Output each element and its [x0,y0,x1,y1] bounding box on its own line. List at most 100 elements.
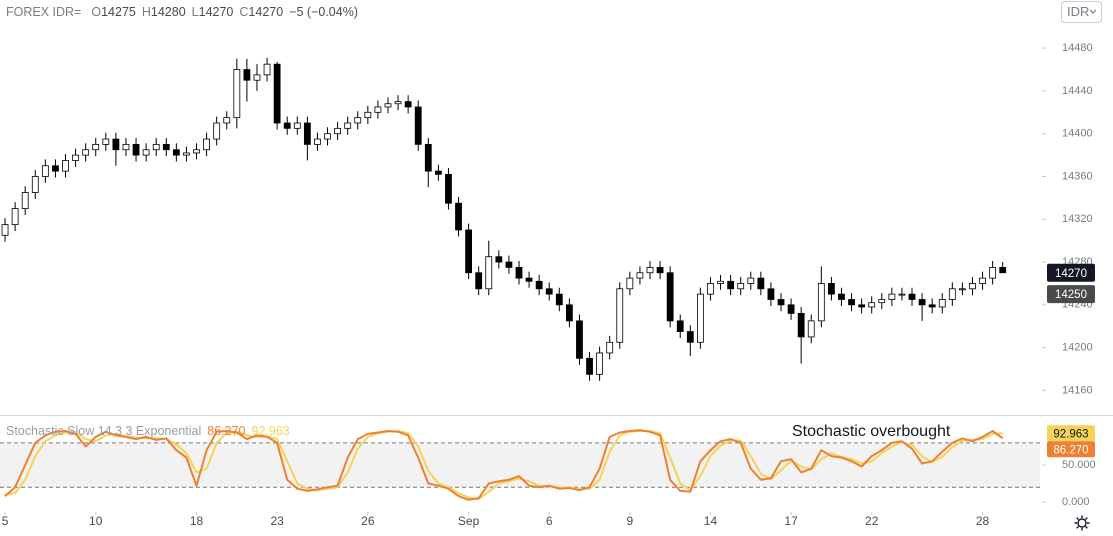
candle-body [82,149,90,156]
candle-body [596,352,604,375]
candle-body [414,106,422,145]
candle-body [344,122,352,129]
price-marker [1047,263,1095,282]
y-tick-label: 14160 [1062,384,1093,396]
candle-body [747,277,755,284]
candle-body [283,122,291,129]
button-label[interactable]: IDR [1067,4,1089,19]
last-value-box [1047,425,1095,442]
candle-body [979,277,986,284]
x-tick-label: 14 [704,514,718,528]
y-tick-label: 14200 [1062,342,1093,354]
candle-body [132,143,140,156]
candle-body [676,320,684,332]
candle-body [999,266,1007,274]
x-tick-label: 5 [2,514,9,528]
y-tick-label: 0.000 [1062,496,1090,508]
candle-body [969,283,976,290]
candle-body [707,283,714,295]
candle-body [172,149,180,156]
candle-body [495,256,503,263]
candle-body [243,69,251,81]
candle-body [757,277,765,290]
price-change: −5 (−0.04%) [289,5,358,19]
x-tick-label: 22 [865,514,879,528]
button-caret[interactable] [1089,9,1097,14]
last-value-box [1047,441,1095,458]
candle-body [424,143,432,172]
candle-body [807,320,815,338]
chart-header: FOREX IDR= O14275 H14280 L14270 C14270 −5 (−0… [6,5,358,19]
last-value-label: 86.270 [1053,444,1088,456]
candle-body [41,165,49,177]
legend-field-label: O [91,5,101,19]
candle-body [777,299,785,306]
x-tick-label: 28 [976,514,990,528]
candle-body [253,74,261,81]
candle-body [193,149,200,154]
candle-body [535,280,543,290]
candle-body [233,69,241,119]
symbol: FOREX IDR= [6,5,81,19]
currency-button[interactable]: IDR [1061,1,1102,23]
button-frame[interactable] [1061,1,1102,23]
candle-body [666,272,674,322]
candle-body [737,283,745,290]
candle-body [263,63,271,76]
candle-body [394,101,402,105]
candle-body [213,122,221,140]
candle-body [948,288,956,300]
candle-body [545,288,553,295]
candle-body [92,143,100,151]
candle-body [878,299,886,304]
candle-body [586,357,593,375]
candle-body [11,208,19,226]
candle-body [152,143,160,151]
price-marker-label: 14250 [1055,289,1087,301]
x-tick-label: 26 [361,514,375,528]
candle-body [888,293,896,300]
candle-body [102,138,110,145]
candle-body [898,293,906,296]
candle-body [162,143,170,151]
candle-body [293,122,301,129]
indicator-header: Stochastic Slow 14 3 3 Exponential 86.270… [6,424,290,438]
candle-body [334,127,341,135]
price-marker-label: 14270 [1055,268,1087,280]
x-tick-label: Sep [458,514,480,528]
x-tick-label: 17 [784,514,798,528]
price-marker [1047,285,1095,304]
y-tick-label: 14360 [1062,170,1093,182]
stochastic-line [4,429,1004,501]
y-tick-label: 14440 [1062,85,1093,97]
candle-body [374,106,382,113]
candle-body [717,280,724,284]
candle-body [31,176,39,193]
y-tick-label: 14480 [1062,42,1093,54]
candle-body [52,165,59,172]
candle-body [72,154,79,161]
x-tick-label: 23 [270,514,284,528]
candle-body [404,101,412,108]
candle-body [525,277,533,282]
indicator-value: 92.963 [252,424,290,438]
candle-body [223,117,231,124]
gear-teeth[interactable] [1074,515,1090,531]
legend-field-label: H [142,5,151,19]
settings-gear[interactable] [1074,515,1090,531]
candle-body [142,149,150,156]
candle-body [868,302,876,308]
indicator-title: Stochastic Slow 14 3 3 Exponential [6,424,201,438]
gear-ring[interactable] [1077,518,1087,528]
candle-body [918,299,926,306]
candle-body [183,152,190,156]
legend-field-value: 14270 [199,5,234,19]
legend-field-label: C [239,5,248,19]
candle-body [938,299,946,308]
candle-body [475,272,483,290]
candle-body [838,293,845,300]
x-tick-label: 10 [89,514,103,528]
candle-body [817,283,825,322]
